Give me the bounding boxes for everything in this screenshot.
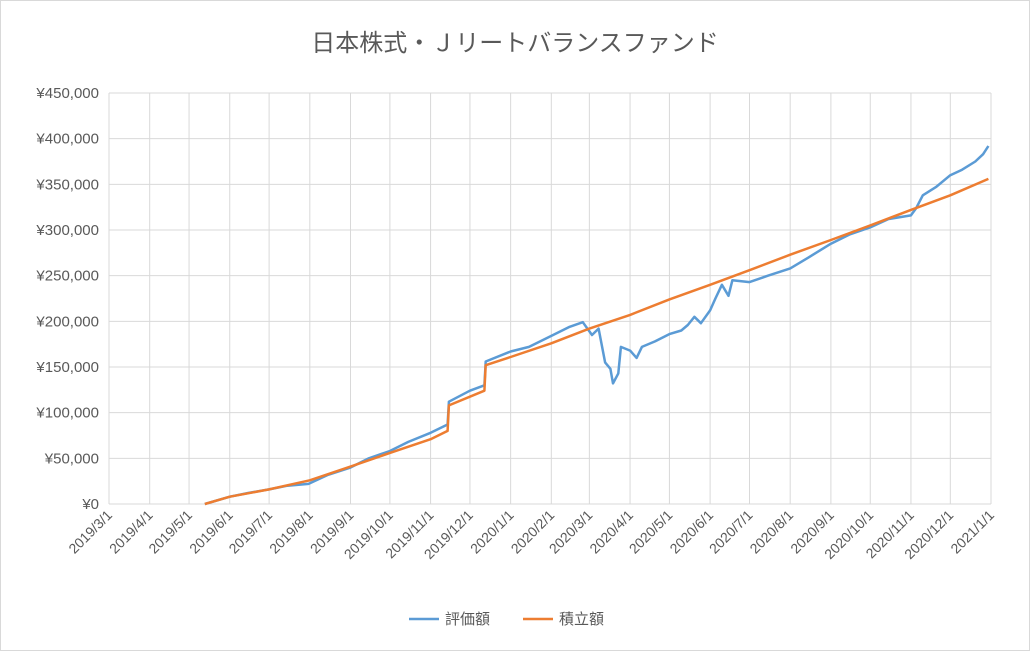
y-axis-tick-labels: ¥0 ¥50,000 ¥100,000 ¥150,000 ¥200,000 ¥250,00… xyxy=(35,85,99,513)
series-line-2 xyxy=(204,177,989,506)
y-tick-label: ¥100,000 xyxy=(35,405,99,422)
x-tick-label: 2021/1/1 xyxy=(947,507,997,557)
y-tick-label: ¥350,000 xyxy=(35,176,99,193)
y-tick-label: ¥300,000 xyxy=(35,222,99,239)
y-tick-label: ¥250,000 xyxy=(35,268,99,285)
x-tick-label: 2019/8/1 xyxy=(266,507,316,557)
series-lines xyxy=(204,145,990,506)
y-tick-label: ¥150,000 xyxy=(35,359,99,376)
x-tick-label: 2020/1/1 xyxy=(467,507,517,557)
chart-title: 日本株式・Ｊリートバランスファンド xyxy=(311,29,719,57)
y-tick-label: ¥400,000 xyxy=(35,131,99,148)
x-axis-tick-labels: 2019/3/12019/4/12019/5/12019/6/12019/7/1… xyxy=(65,507,997,563)
legend: 評価額 積立額 xyxy=(409,610,604,628)
legend-entry: 積立額 xyxy=(559,610,604,628)
legend-entry: 評価額 xyxy=(445,610,490,628)
y-gridlines xyxy=(109,92,991,505)
series-line-1 xyxy=(204,145,990,506)
x-tick-label: 2019/7/1 xyxy=(225,507,275,557)
x-tick-label: 2019/5/1 xyxy=(145,507,195,557)
y-tick-label: ¥450,000 xyxy=(35,85,99,102)
y-tick-label: ¥200,000 xyxy=(35,313,99,330)
y-tick-label: ¥50,000 xyxy=(44,450,99,467)
x-tick-label: 2019/3/1 xyxy=(65,507,115,557)
x-gridlines xyxy=(108,93,992,504)
x-tick-label: 2020/8/1 xyxy=(746,507,796,557)
y-tick-label: ¥0 xyxy=(81,496,99,513)
x-tick-label: 2020/7/1 xyxy=(706,507,756,557)
x-tick-label: 2020/5/1 xyxy=(626,507,676,557)
